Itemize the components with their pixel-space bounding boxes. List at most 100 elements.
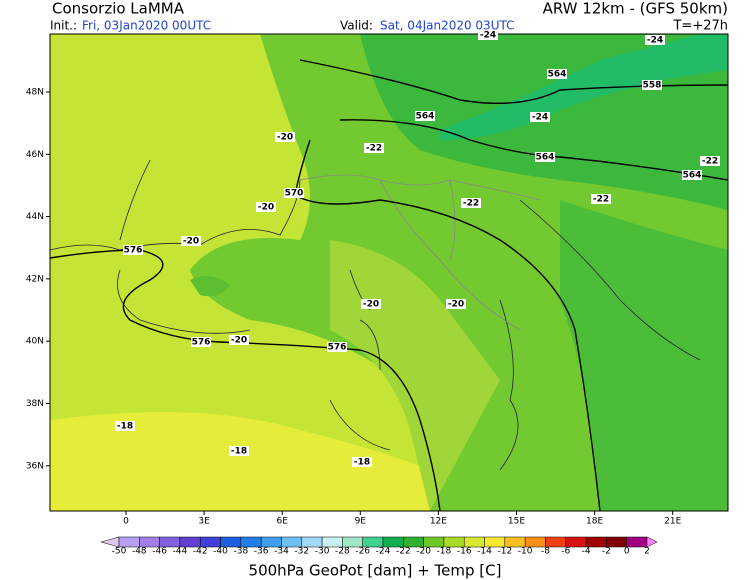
colorbar-arrow bbox=[646, 536, 658, 548]
colorbar-swatch bbox=[321, 536, 343, 548]
colorbar-swatch bbox=[260, 536, 282, 548]
contour-label-bg bbox=[591, 194, 611, 204]
colorbar-swatch bbox=[565, 536, 587, 548]
colorbar-label: -32 bbox=[294, 547, 309, 557]
contour-label: 564 bbox=[548, 70, 567, 80]
contour-label-bg bbox=[535, 152, 555, 162]
contour-label: -20 bbox=[231, 336, 247, 346]
contour-label: -22 bbox=[593, 195, 609, 205]
title: Consorzio LaMMA bbox=[52, 0, 185, 18]
contour-label-bg bbox=[364, 143, 384, 153]
colorbar-label: -38 bbox=[233, 547, 248, 557]
contour-label: -24 bbox=[532, 113, 548, 123]
colorbar-label: -12 bbox=[497, 547, 512, 557]
colorbar-swatch bbox=[626, 536, 648, 548]
model: ARW 12km - (GFS 50km) bbox=[543, 0, 728, 18]
contour-label: 570 bbox=[285, 189, 304, 199]
colorbar-swatch bbox=[220, 536, 242, 548]
colorbar-swatch bbox=[463, 536, 485, 548]
colorbar-label: -26 bbox=[355, 547, 370, 557]
lon-label: 0 bbox=[123, 517, 129, 527]
init-label: Init.: bbox=[50, 19, 77, 33]
colorbar-label: -22 bbox=[396, 547, 411, 557]
colorbar-label: 2 bbox=[644, 547, 650, 557]
contour-label-bg bbox=[327, 342, 347, 352]
colorbar-swatch bbox=[301, 536, 323, 548]
lat-label: 36N bbox=[26, 461, 44, 471]
lat-labels: 48N 46N 44N 42N 40N 38N 36N bbox=[26, 88, 50, 471]
contour-label: -20 bbox=[448, 300, 464, 310]
contour-label: 576 bbox=[328, 343, 347, 353]
contour-label: -24 bbox=[647, 36, 663, 46]
contour-label-bg bbox=[547, 69, 567, 79]
contour-label-bg bbox=[115, 421, 135, 431]
contour-label-bg bbox=[123, 245, 143, 255]
colorbar-label: -30 bbox=[315, 547, 330, 557]
colorbar-swatch bbox=[545, 536, 567, 548]
colorbar-label: -34 bbox=[274, 547, 289, 557]
colorbar-label: -18 bbox=[437, 547, 452, 557]
colorbar-swatch bbox=[139, 536, 160, 548]
contour-label: 576 bbox=[124, 246, 143, 256]
colorbar-label: -14 bbox=[477, 547, 492, 557]
init-time: Fri, 03Jan2020 00UTC bbox=[82, 19, 211, 33]
lat-label: 38N bbox=[26, 399, 44, 409]
contour-label-bg bbox=[181, 236, 201, 246]
contour-label-bg bbox=[446, 299, 466, 309]
colorbar-label: -10 bbox=[518, 547, 533, 557]
colorbar-label: -2 bbox=[602, 547, 611, 557]
contour-label: 564 bbox=[416, 112, 435, 122]
colorbar-label: -50 bbox=[112, 547, 127, 557]
colorbar-label: -42 bbox=[193, 547, 208, 557]
colorbar-swatch bbox=[342, 536, 363, 548]
contour-label: -22 bbox=[366, 144, 382, 154]
contour-label: 564 bbox=[683, 171, 702, 181]
contour-label-bg bbox=[229, 335, 249, 345]
colorbar-swatch bbox=[484, 536, 506, 548]
contour-label-bg bbox=[700, 156, 720, 166]
contour-labels: -24 -24 564 558 564 -24 -20 -22 564 -22 564 570 -20 -… bbox=[115, 30, 720, 468]
contour-label: -20 bbox=[277, 133, 293, 143]
contour-label: -20 bbox=[183, 237, 199, 247]
colorbar-swatch bbox=[504, 536, 526, 548]
contour-label-bg bbox=[415, 111, 435, 121]
colorbar-label: -46 bbox=[152, 547, 167, 557]
colorbar-swatch bbox=[585, 536, 607, 548]
footer: 500hPa GeoPot [dam] + Temp [C] bbox=[249, 562, 502, 580]
colorbar-label: -6 bbox=[561, 547, 570, 557]
contour-label: -20 bbox=[258, 203, 274, 213]
colorbar-swatch bbox=[382, 536, 404, 548]
lon-label: 9E bbox=[355, 517, 367, 527]
contour-label: 564 bbox=[536, 153, 555, 163]
contour-label: 576 bbox=[192, 338, 211, 348]
contour-label: -18 bbox=[354, 458, 370, 468]
colorbar-swatch bbox=[199, 536, 221, 548]
lat-label: 48N bbox=[26, 88, 44, 98]
contour-label-bg bbox=[352, 457, 372, 467]
lon-labels: 0 3E 6E 9E 12E 15E 18E 21E bbox=[123, 511, 682, 527]
lon-label: 12E bbox=[430, 517, 447, 527]
colorbar-label: -48 bbox=[132, 547, 147, 557]
colorbar-swatch bbox=[362, 536, 384, 548]
colorbar-label: -28 bbox=[335, 547, 350, 557]
colorbar-label: -8 bbox=[541, 547, 550, 557]
map-frame bbox=[49, 33, 729, 512]
colorbar-swatch bbox=[179, 536, 201, 548]
contour-label: -18 bbox=[117, 422, 133, 432]
colorbar-swatch bbox=[423, 536, 445, 548]
valid-label: Valid: bbox=[340, 19, 373, 33]
colorbar-swatch bbox=[159, 536, 181, 548]
lat-label: 42N bbox=[26, 274, 44, 284]
colorbar-label: -44 bbox=[173, 547, 188, 557]
contour-label-bg bbox=[256, 202, 276, 212]
contour-label: 558 bbox=[643, 81, 662, 91]
contour-label-bg bbox=[229, 446, 249, 456]
colorbar-label: -36 bbox=[254, 547, 269, 557]
contour-label: -24 bbox=[480, 31, 496, 41]
colorbar-label: -24 bbox=[376, 547, 391, 557]
colorbar-swatch bbox=[281, 536, 303, 548]
contour-label-bg bbox=[284, 188, 304, 198]
contour-label-bg bbox=[461, 198, 481, 208]
colorbar-label: -16 bbox=[457, 547, 472, 557]
